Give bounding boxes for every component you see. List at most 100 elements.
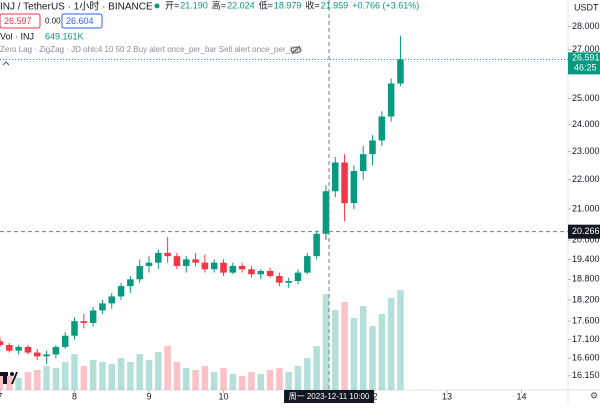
volume-bar (182, 368, 190, 390)
y-tick-label: 23.000 (572, 146, 600, 156)
candle-body (182, 259, 190, 266)
y-tick-label: 18.200 (572, 294, 600, 304)
candle-body (61, 335, 69, 347)
volume-bar (99, 362, 106, 390)
candle-body (127, 279, 134, 287)
sell-box[interactable] (0, 13, 41, 29)
volume-bar (369, 326, 376, 390)
sell-price: 26.597 (4, 16, 32, 26)
logo (0, 372, 18, 384)
volume-bar (6, 376, 13, 390)
status-dot (154, 3, 160, 9)
volume-bar (285, 372, 292, 390)
volume-bar (220, 368, 227, 390)
x-tick-label: 9 (146, 391, 151, 401)
volume-bar (313, 346, 320, 390)
candle-body (276, 275, 283, 283)
volume-bar (322, 294, 330, 390)
candle-body (210, 262, 218, 270)
candle-body (322, 191, 330, 234)
volume-bar (378, 314, 386, 390)
volume-bar (80, 366, 88, 390)
volume-bar (350, 318, 358, 390)
y-tick-label: 17.100 (572, 334, 600, 344)
last-price-box (568, 52, 600, 75)
volume-bar (164, 346, 171, 390)
y-tick-label: 18.800 (572, 274, 600, 284)
candle-body (285, 281, 292, 283)
indicator-label: Zero Lag · ZigZag · JD ohlc4 10 50 2 Buy… (0, 45, 302, 54)
volume-bar (155, 352, 162, 390)
y-tick-label: 28.000 (572, 21, 600, 31)
last-price-label: 26.591 (572, 53, 600, 63)
candle-body (52, 346, 60, 355)
candle-body (15, 346, 22, 351)
candle-body (341, 162, 348, 204)
legend-value: +0.766 (+3.61%) (352, 0, 419, 10)
candle-body (266, 270, 274, 276)
volume-bar (136, 354, 143, 390)
candle-body (369, 140, 376, 155)
volume-bar (294, 366, 302, 390)
spread: 0.007 (45, 17, 66, 26)
candle-body (117, 286, 125, 297)
buy-box[interactable] (61, 13, 103, 29)
candle-body (378, 116, 386, 141)
candle-body (164, 252, 171, 257)
volume-bar (71, 354, 78, 390)
volume-value: 649.161K (45, 31, 84, 41)
y-tick-label: 20.000 (572, 234, 600, 244)
candle-body (294, 272, 302, 282)
candle-body (350, 171, 358, 204)
candle-body (248, 269, 255, 275)
volume-bar (257, 374, 265, 390)
candle-body (173, 256, 181, 266)
volume-bar (359, 306, 367, 390)
candle-body (80, 321, 88, 323)
volume-bar (15, 378, 22, 390)
countdown: 46:25 (574, 63, 597, 73)
candle-body (257, 270, 265, 275)
collapse-icon[interactable] (2, 61, 10, 66)
legend-value: 22.024 (227, 0, 255, 10)
y-tick-label: 16.150 (572, 370, 600, 380)
legend-label: 收= (305, 0, 319, 10)
volume-bar (276, 368, 283, 390)
volume-bar (201, 366, 209, 390)
volume-bar (248, 372, 255, 390)
volume-bar (238, 376, 246, 390)
volume-bar (266, 370, 274, 390)
symbol-title: INJ / TetherUS · 1小时 · BINANCE (0, 1, 153, 13)
candle-body (136, 265, 143, 280)
settings-icon[interactable]: ⚙ (590, 390, 598, 400)
x-tick-label: 8 (72, 391, 77, 401)
ohlc-legend: 开= 21.190 高= 22.024 低= 18.979 收= 21.959 +0.766 (… (165, 0, 419, 10)
candle-body (220, 262, 227, 273)
x-tick-label: 7 (0, 391, 3, 401)
volume-bar (89, 360, 97, 390)
crosshair-price-label: 20.266 (572, 226, 600, 236)
candle-body (71, 321, 78, 336)
volume-bar (173, 362, 181, 390)
y-tick-label: 17.600 (572, 316, 600, 326)
volume-bar (0, 374, 4, 390)
y-tick-label: 24.000 (572, 119, 600, 129)
volume-bar (229, 374, 237, 390)
candle-body (313, 233, 320, 257)
plot (0, 26, 571, 393)
legend-value: 21.959 (321, 0, 349, 10)
legend-label: 高= (212, 0, 226, 10)
y-tick-label: 16.600 (572, 353, 600, 363)
candle-body (238, 265, 246, 270)
volume-bar (52, 368, 60, 390)
volume-bar (117, 358, 125, 390)
candle-body (359, 154, 367, 172)
candle-body (24, 346, 32, 353)
volume-bar (33, 370, 41, 390)
volume-bar (341, 302, 348, 390)
candle-body (155, 252, 162, 263)
eye-icon[interactable] (290, 45, 302, 55)
candle-body (0, 341, 4, 346)
